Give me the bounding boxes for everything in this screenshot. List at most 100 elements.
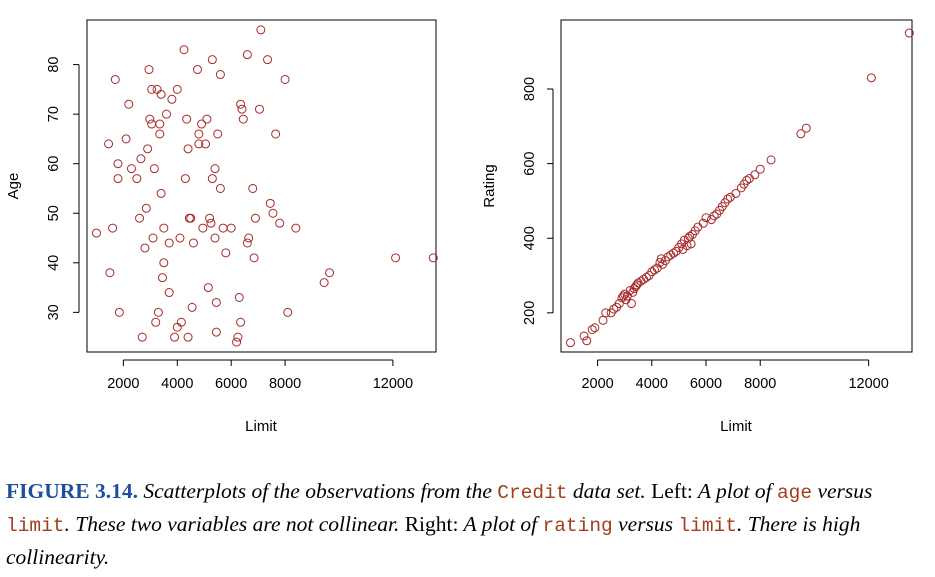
data-point: [590, 323, 600, 333]
caption-text-4: versus: [812, 479, 873, 503]
y-tick-label: 800: [522, 77, 538, 101]
data-point: [725, 192, 735, 202]
data-point: [709, 211, 719, 221]
data-point: [601, 308, 611, 318]
caption-text-5: . These two variables are not collinear.: [64, 512, 400, 536]
data-point: [742, 175, 752, 185]
y-tick-label: 400: [522, 226, 538, 250]
data-point: [183, 144, 193, 154]
data-point: [866, 73, 876, 83]
data-point: [265, 198, 275, 208]
caption-code-credit: Credit: [497, 482, 568, 504]
x-tick-label: 4000: [636, 376, 668, 392]
y-tick-label: 40: [46, 255, 62, 271]
data-point: [151, 317, 161, 327]
caption-text-6: A plot of: [458, 512, 543, 536]
data-point: [141, 203, 151, 213]
y-axis-label: Age: [5, 173, 22, 200]
data-point: [186, 213, 196, 223]
data-point: [250, 213, 260, 223]
data-point: [668, 248, 678, 258]
data-point: [215, 183, 225, 193]
data-point: [157, 273, 167, 283]
data-point: [188, 238, 198, 248]
x-tick-label: 2000: [107, 376, 139, 392]
data-point: [140, 243, 150, 253]
x-tick-label: 4000: [161, 376, 193, 392]
data-point: [167, 94, 177, 104]
data-point: [197, 119, 207, 129]
y-tick-label: 60: [46, 156, 62, 172]
data-point: [153, 307, 163, 317]
data-point: [121, 134, 131, 144]
x-tick-label: 8000: [269, 376, 301, 392]
data-point: [176, 317, 186, 327]
data-point: [155, 129, 165, 139]
data-point: [147, 84, 157, 94]
data-point: [319, 278, 329, 288]
data-point: [148, 233, 158, 243]
data-point: [104, 139, 114, 149]
data-point: [280, 74, 290, 84]
data-point: [135, 213, 145, 223]
age-vs-limit-panel: 2000 4000 6000 8000 12000 Limit 30 40 50 60 70 80 Ag…: [5, 19, 438, 435]
data-point: [234, 292, 244, 302]
caption-code-limit-2: limit: [678, 515, 737, 537]
data-point: [210, 233, 220, 243]
data-point: [254, 104, 264, 114]
data-point: [213, 129, 223, 139]
data-point: [211, 297, 221, 307]
data-point: [206, 218, 216, 228]
data-point: [91, 228, 101, 238]
data-point: [182, 114, 192, 124]
caption-text-7: versus: [612, 512, 679, 536]
data-point: [187, 302, 197, 312]
data-point: [113, 174, 123, 184]
data-point: [244, 233, 254, 243]
data-point: [325, 268, 335, 278]
data-point: [179, 45, 189, 55]
x-tick-label: 6000: [215, 376, 247, 392]
y-tick-label: 50: [46, 205, 62, 221]
caption-code-age: age: [776, 482, 813, 504]
plot-frame: [560, 19, 913, 353]
data-point: [237, 104, 247, 114]
data-point: [183, 332, 193, 342]
data-point: [215, 70, 225, 80]
caption-text-2: data set.: [567, 479, 646, 503]
data-point: [236, 99, 246, 109]
caption-code-rating: rating: [542, 515, 613, 537]
data-point: [218, 223, 228, 233]
data-point: [291, 223, 301, 233]
caption-code-limit-1: limit: [6, 515, 65, 537]
data-point: [162, 109, 172, 119]
data-point: [609, 304, 619, 314]
data-point: [263, 55, 273, 65]
y-tick-label: 200: [522, 301, 538, 325]
data-point: [232, 337, 242, 347]
data-point: [159, 223, 169, 233]
figure-caption: FIGURE 3.14. Scatterplots of the observa…: [6, 476, 931, 573]
x-tick-label: 6000: [690, 376, 722, 392]
data-point: [124, 99, 134, 109]
y-tick-label: 30: [46, 304, 62, 320]
data-point: [256, 25, 266, 35]
caption-right-label: Right:: [399, 512, 459, 536]
data-point: [268, 208, 278, 218]
data-point: [587, 325, 597, 335]
data-point: [656, 254, 666, 264]
x-tick-label: 12000: [848, 376, 888, 392]
plot-frame: [86, 19, 437, 353]
caption-left-label: Left:: [645, 479, 693, 503]
data-point: [750, 170, 760, 180]
data-point: [650, 265, 660, 275]
data-point: [565, 338, 575, 348]
data-point: [766, 155, 776, 165]
data-point: [126, 164, 136, 174]
data-point: [205, 213, 215, 223]
data-point: [202, 114, 212, 124]
x-tick-label: 12000: [373, 376, 413, 392]
x-tick-label: 2000: [581, 376, 613, 392]
data-point: [172, 322, 182, 332]
data-point: [156, 188, 166, 198]
